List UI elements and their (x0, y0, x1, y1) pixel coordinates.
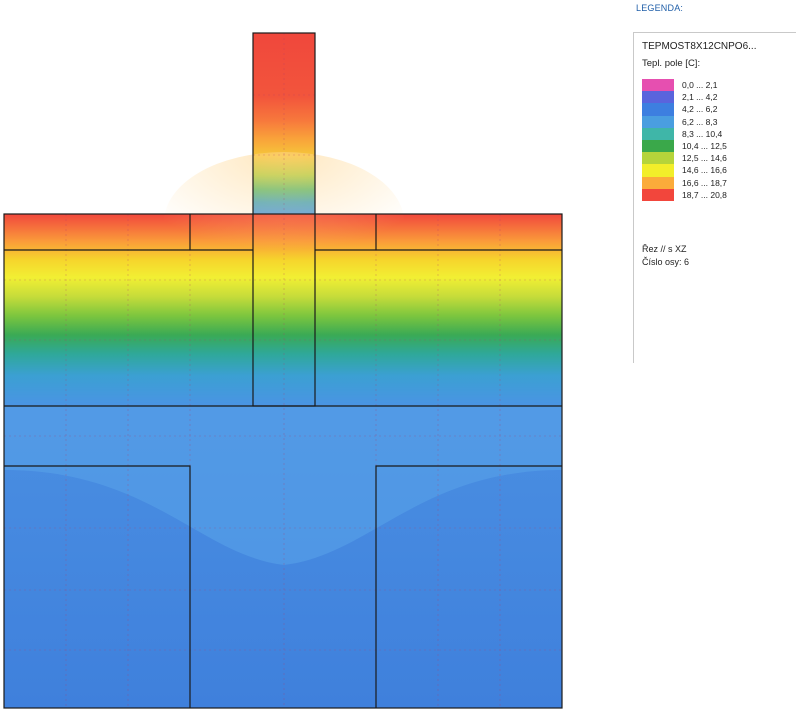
legend-range-label: 10,4 ... 12,5 (682, 140, 727, 151)
legend-range-label: 18,7 ... 20,8 (682, 189, 727, 200)
legend-swatch (642, 127, 674, 140)
legend-field-label: Tepl. pole [C]: (642, 58, 701, 69)
legend-swatch (642, 79, 674, 92)
legend-swatch (642, 164, 674, 177)
legend-swatch (642, 152, 674, 165)
legend-model-name: TEPMOST8X12CNPO6... (642, 41, 757, 52)
legend-axis-label: Číslo osy: 6 (642, 257, 690, 267)
legend-panel: TEPMOST8X12CNPO6... Tepl. pole [C]: 0,0 … (633, 32, 796, 363)
legend-range-label: 12,5 ... 14,6 (682, 153, 727, 164)
lower-light-region (4, 406, 562, 565)
legend-range-label: 14,6 ... 16,6 (682, 165, 727, 176)
legend-swatch (642, 188, 674, 201)
legend-range-label: 16,6 ... 18,7 (682, 177, 727, 188)
legend-caption: LEGENDA: (636, 3, 684, 13)
legend-range-label: 0,0 ... 2,1 (682, 80, 718, 90)
legend-section-label: Řez // s XZ (642, 244, 687, 254)
legend-swatch (642, 176, 674, 189)
structure-outlines (3, 32, 563, 709)
legend-range-label: 8,3 ... 10,4 (682, 128, 723, 139)
legend-range-label: 2,1 ... 4,2 (682, 92, 718, 103)
legend-swatch (642, 139, 674, 153)
legend-swatch (642, 115, 674, 128)
warm-bulge (164, 152, 404, 292)
legend-range-label: 4,2 ... 6,2 (682, 104, 718, 115)
legend-swatch (642, 91, 674, 104)
legend-range-label: 6,2 ... 8,3 (682, 116, 718, 127)
legend-swatch (642, 103, 674, 116)
